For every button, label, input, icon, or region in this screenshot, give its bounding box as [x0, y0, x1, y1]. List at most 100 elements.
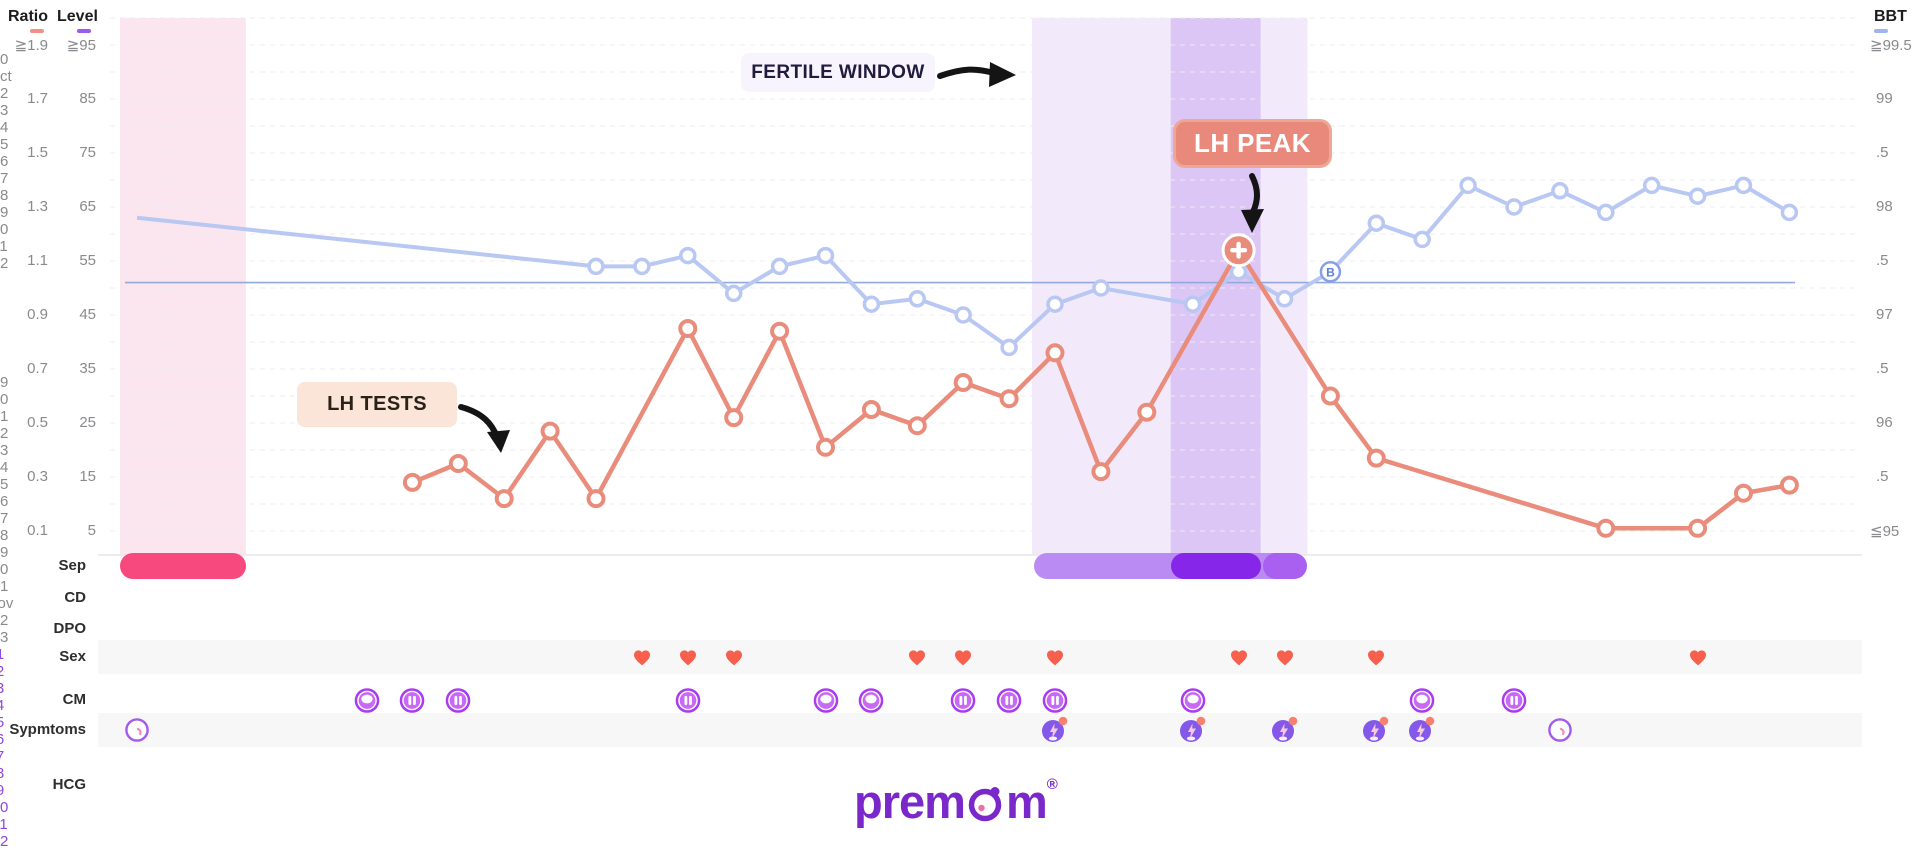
lh-test-point[interactable]	[1045, 343, 1065, 363]
bbt-point[interactable]	[908, 290, 927, 308]
date-cell[interactable]: 08	[0, 187, 9, 204]
sex-heart-icon[interactable]	[1227, 646, 1250, 672]
cm-creamy-icon[interactable]	[859, 688, 884, 718]
bbt-point[interactable]	[1642, 176, 1661, 195]
date-cell[interactable]: 17	[0, 340, 9, 357]
bbt-point[interactable]	[1551, 182, 1569, 200]
cm-sticky-icon[interactable]	[1501, 688, 1527, 718]
date-cell[interactable]: 15	[0, 306, 9, 323]
date-cell[interactable]: 28	[0, 17, 9, 34]
date-cell[interactable]: 03	[0, 629, 9, 646]
sex-heart-icon[interactable]	[676, 646, 699, 672]
bbt-point[interactable]	[1183, 295, 1202, 313]
bbt-point[interactable]	[633, 257, 651, 276]
sex-heart-icon[interactable]	[1044, 646, 1067, 672]
cm-sticky-icon[interactable]	[675, 688, 701, 718]
sex-heart-icon[interactable]	[952, 646, 975, 672]
date-cell[interactable]: Nov	[0, 595, 14, 612]
lh-test-point[interactable]	[1366, 448, 1386, 468]
date-cell[interactable]: 07	[0, 170, 9, 187]
date-cell[interactable]: 10	[0, 221, 9, 238]
date-cell[interactable]: 31	[0, 578, 9, 595]
cm-sticky-icon[interactable]	[446, 688, 471, 718]
bbt-point[interactable]	[587, 257, 605, 276]
date-cell[interactable]: 25	[0, 476, 9, 493]
bbt-point[interactable]	[816, 246, 835, 265]
date-cell[interactable]: 12	[0, 255, 9, 272]
cm-sticky-icon[interactable]	[1042, 688, 1068, 718]
sex-heart-icon[interactable]	[1686, 646, 1709, 672]
bbt-point[interactable]	[1780, 203, 1799, 222]
lh-test-point[interactable]	[540, 421, 560, 441]
lh-test-point[interactable]	[1596, 518, 1616, 538]
bbt-point[interactable]	[1688, 187, 1707, 205]
bbt-point[interactable]	[770, 257, 789, 276]
lh-test-point[interactable]	[1734, 483, 1753, 503]
date-cell[interactable]: 13	[0, 272, 9, 289]
date-cell[interactable]: 14	[0, 289, 9, 306]
date-cell[interactable]: 02	[0, 612, 9, 629]
lh-test-point[interactable]	[494, 489, 514, 509]
bbt-point[interactable]	[1413, 230, 1431, 249]
lh-test-point[interactable]	[586, 489, 606, 509]
date-cell[interactable]: 19	[0, 374, 9, 391]
date-cell[interactable]: 30	[0, 561, 9, 578]
lh-peak-marker[interactable]	[1221, 233, 1256, 268]
lh-test-point[interactable]	[816, 437, 835, 457]
date-cell[interactable]: 21	[0, 408, 9, 425]
lh-test-point[interactable]	[1137, 402, 1157, 422]
bbt-point[interactable]	[1092, 279, 1110, 297]
date-cell[interactable]: 27	[0, 510, 9, 527]
lh-test-point[interactable]	[1779, 475, 1799, 495]
date-cell[interactable]: 11	[0, 238, 8, 255]
bbt-point[interactable]	[1597, 203, 1615, 222]
cm-creamy-icon[interactable]	[813, 688, 838, 718]
lh-test-point[interactable]	[678, 319, 698, 338]
lh-test-point[interactable]	[1320, 386, 1340, 406]
bbt-point[interactable]	[1046, 295, 1064, 313]
lh-test-point[interactable]	[1688, 518, 1708, 538]
symptom-dot-icon[interactable]	[1407, 714, 1438, 750]
lh-test-point[interactable]	[448, 454, 468, 473]
lh-test-point[interactable]	[402, 472, 422, 492]
date-cell[interactable]: 06	[0, 153, 9, 170]
date-cell[interactable]: 24	[0, 459, 9, 476]
date-cell[interactable]: 23	[0, 442, 9, 459]
cm-creamy-icon[interactable]	[1180, 688, 1205, 718]
cm-creamy-icon[interactable]	[1409, 688, 1435, 718]
date-cell[interactable]: 02	[0, 85, 9, 102]
symptom-outline-icon[interactable]	[124, 717, 150, 748]
sex-heart-icon[interactable]	[906, 646, 929, 672]
symptom-dot-icon[interactable]	[1040, 714, 1071, 750]
date-cell[interactable]: 16	[0, 323, 9, 340]
symptom-dot-icon[interactable]	[1177, 714, 1208, 750]
date-cell[interactable]: 26	[0, 493, 9, 510]
date-cell[interactable]: 09	[0, 204, 9, 221]
bbt-baseline-marker[interactable]: B	[1319, 261, 1342, 283]
cm-sticky-icon[interactable]	[400, 688, 425, 718]
bbt-point[interactable]	[1000, 338, 1018, 357]
cm-sticky-icon[interactable]	[950, 688, 976, 718]
symptom-dot-icon[interactable]	[1361, 714, 1392, 750]
sex-heart-icon[interactable]	[1365, 646, 1388, 672]
date-cell[interactable]: 30	[0, 51, 9, 68]
date-cell[interactable]: 29	[0, 544, 9, 561]
lh-test-point[interactable]	[724, 408, 744, 428]
bbt-point[interactable]	[954, 306, 972, 324]
sex-heart-icon[interactable]	[630, 646, 653, 672]
bbt-point[interactable]	[679, 246, 697, 265]
sex-heart-icon[interactable]	[1273, 646, 1296, 672]
date-cell[interactable]: 03	[0, 102, 9, 119]
date-cell[interactable]: 04	[0, 119, 9, 136]
date-cell[interactable]: 22	[0, 425, 9, 442]
lh-test-point[interactable]	[999, 389, 1019, 409]
bbt-point[interactable]	[1505, 198, 1523, 216]
bbt-point[interactable]	[724, 284, 743, 303]
lh-test-point[interactable]	[770, 321, 790, 341]
date-cell[interactable]: 27	[0, 0, 9, 17]
cm-sticky-icon[interactable]	[996, 688, 1022, 718]
date-cell[interactable]: 29	[0, 34, 9, 51]
bbt-point[interactable]	[1275, 290, 1294, 308]
symptom-outline-icon[interactable]	[1547, 717, 1573, 748]
date-cell[interactable]: 18	[0, 357, 9, 374]
